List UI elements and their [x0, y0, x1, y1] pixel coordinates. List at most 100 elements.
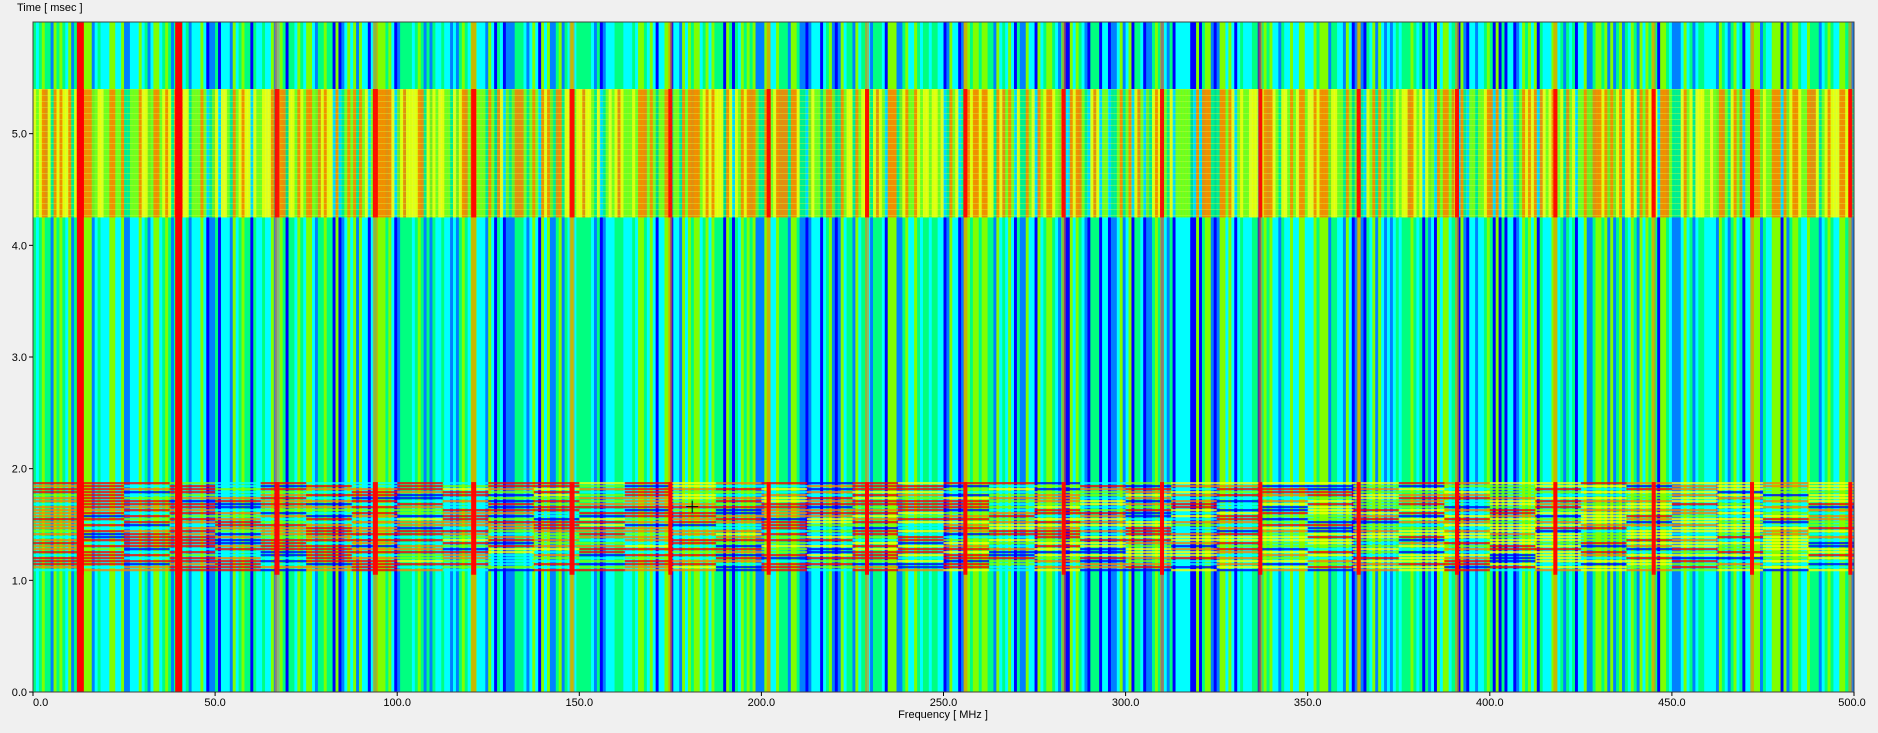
frequency-column — [790, 22, 795, 692]
burst-streak — [670, 569, 717, 572]
burst-streak — [715, 560, 763, 563]
burst-streak — [1216, 554, 1263, 557]
burst-streak — [306, 482, 353, 485]
bright-band-cell — [1337, 89, 1341, 218]
burst-streak — [78, 488, 125, 491]
frequency-column — [1642, 22, 1647, 692]
bright-band-cell — [1237, 89, 1241, 218]
burst-streak — [852, 491, 899, 494]
burst-streak — [124, 533, 171, 536]
frequency-column — [168, 22, 172, 692]
burst-streak — [1171, 521, 1218, 524]
frequency-column — [755, 22, 760, 692]
frequency-column — [1704, 22, 1708, 692]
bright-band-cell — [958, 89, 962, 218]
frequency-column — [1022, 22, 1027, 692]
burst-streak — [1171, 554, 1218, 557]
frequency-column — [1574, 22, 1579, 692]
burst-streak — [1626, 530, 1673, 533]
bright-band-cell — [1792, 89, 1796, 218]
bright-band-cell — [1366, 89, 1370, 218]
frequency-column — [220, 22, 225, 692]
burst-streak — [624, 557, 671, 560]
frequency-column — [291, 22, 295, 692]
bright-band-cell — [1090, 89, 1094, 218]
bright-band-cell — [661, 89, 666, 218]
burst-streak — [1125, 524, 1172, 527]
frequency-column — [1439, 22, 1444, 692]
burst-streak — [260, 530, 307, 533]
bright-band-cell — [1281, 89, 1285, 218]
bright-band-cell — [1360, 89, 1365, 218]
frequency-column — [1680, 22, 1685, 692]
frequency-column — [1416, 22, 1420, 692]
burst-streak — [579, 509, 626, 512]
frequency-column — [1569, 22, 1573, 692]
frequency-column — [379, 22, 384, 692]
y-axis-label: Time [ msec ] — [17, 2, 83, 14]
frequency-column — [288, 22, 293, 692]
bright-band-cell — [796, 89, 801, 218]
burst-streak — [1080, 482, 1127, 485]
bright-band-cell — [411, 89, 416, 218]
burst-streak — [488, 566, 535, 569]
bright-band-cell — [799, 89, 804, 218]
burst-streak — [215, 545, 262, 548]
frequency-column — [1149, 22, 1153, 692]
burst-streak — [33, 500, 80, 503]
burst-streak — [989, 500, 1036, 503]
burst-streak — [1626, 509, 1673, 512]
burst-streak — [1717, 521, 1764, 524]
burst-streak — [1671, 542, 1719, 545]
frequency-column — [1013, 22, 1018, 692]
crosshair-cursor[interactable] — [686, 500, 699, 513]
frequency-column — [520, 22, 525, 692]
frequency-column — [376, 22, 381, 692]
burst-streak — [715, 503, 763, 506]
carrier-line — [1356, 22, 1361, 692]
bright-band-cell — [441, 89, 445, 218]
burst-streak — [124, 512, 171, 515]
burst-streak — [761, 503, 808, 506]
burst-streak — [806, 551, 854, 554]
y-tick-label: 2.0 — [12, 464, 27, 476]
bright-band-cell — [1818, 89, 1823, 218]
bright-band-cell — [1102, 89, 1106, 218]
frequency-column — [212, 22, 216, 692]
burst-streak — [715, 548, 763, 551]
carrier-line — [1061, 22, 1066, 692]
frequency-column — [626, 22, 630, 692]
frequency-column — [1366, 22, 1370, 692]
burst-streak — [1808, 536, 1854, 539]
burst-streak — [1808, 539, 1854, 542]
burst-streak — [897, 563, 945, 566]
burst-streak — [1080, 560, 1127, 563]
frequency-column — [100, 22, 105, 692]
burst-streak — [306, 485, 353, 488]
burst-streak — [1125, 491, 1172, 494]
bright-band-cell — [129, 89, 134, 218]
burst-streak — [124, 494, 171, 497]
burst-streak — [1489, 512, 1536, 515]
frequency-column — [1410, 22, 1415, 692]
frequency-column — [147, 22, 152, 692]
burst-streak — [169, 539, 216, 542]
burst-streak — [1080, 491, 1127, 494]
frequency-column — [62, 22, 66, 692]
burst-streak — [488, 515, 535, 518]
carrier-line-bright — [1553, 89, 1558, 218]
bright-band-cell — [967, 89, 971, 218]
bright-band-stripe — [33, 137, 1854, 138]
burst-streak — [1080, 485, 1127, 488]
burst-streak — [1535, 560, 1582, 563]
burst-streak — [260, 527, 307, 530]
burst-streak — [1353, 548, 1400, 551]
burst-streak — [1717, 557, 1764, 560]
frequency-column — [1613, 22, 1617, 692]
frequency-column — [1765, 22, 1770, 692]
burst-streak — [579, 503, 626, 506]
frequency-column — [1322, 22, 1326, 692]
frequency-column — [902, 22, 906, 692]
bright-band-cell — [520, 89, 525, 218]
frequency-column — [1683, 22, 1688, 692]
